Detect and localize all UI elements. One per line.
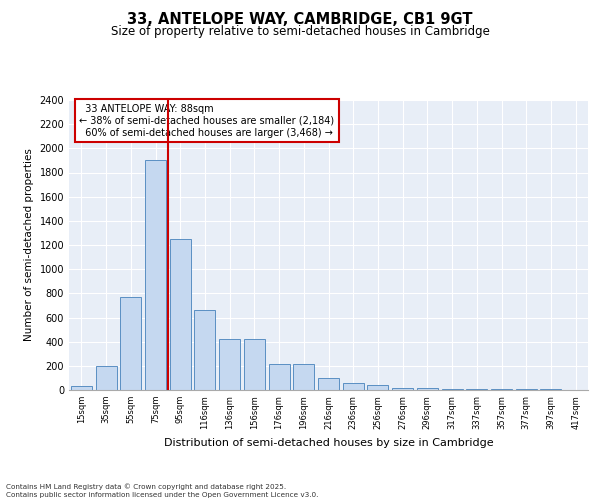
Bar: [244, 339, 265, 390]
Bar: [95, 366, 116, 390]
Bar: [219, 339, 240, 390]
Text: Size of property relative to semi-detached houses in Cambridge: Size of property relative to semi-detach…: [110, 25, 490, 38]
Bar: [516, 389, 537, 390]
Bar: [343, 384, 364, 390]
Text: Distribution of semi-detached houses by size in Cambridge: Distribution of semi-detached houses by …: [164, 438, 494, 448]
Bar: [466, 389, 487, 390]
Bar: [442, 389, 463, 390]
Bar: [392, 388, 413, 390]
Text: 33, ANTELOPE WAY, CAMBRIDGE, CB1 9GT: 33, ANTELOPE WAY, CAMBRIDGE, CB1 9GT: [127, 12, 473, 28]
Bar: [120, 297, 141, 390]
Bar: [318, 378, 339, 390]
Bar: [417, 388, 438, 390]
Bar: [367, 385, 388, 390]
Text: 33 ANTELOPE WAY: 88sqm
← 38% of semi-detached houses are smaller (2,184)
  60% o: 33 ANTELOPE WAY: 88sqm ← 38% of semi-det…: [79, 104, 335, 138]
Text: Contains HM Land Registry data © Crown copyright and database right 2025.
Contai: Contains HM Land Registry data © Crown c…: [6, 484, 319, 498]
Bar: [269, 364, 290, 390]
Bar: [491, 389, 512, 390]
Bar: [145, 160, 166, 390]
Y-axis label: Number of semi-detached properties: Number of semi-detached properties: [24, 148, 34, 342]
Bar: [71, 386, 92, 390]
Bar: [194, 310, 215, 390]
Bar: [293, 364, 314, 390]
Bar: [170, 239, 191, 390]
